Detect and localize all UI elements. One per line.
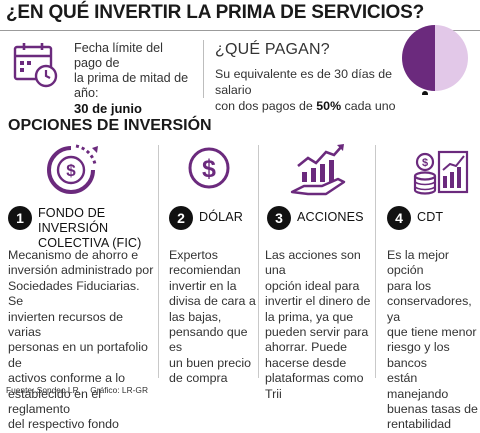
option-description: Expertos recomiendan invertir en la divi… <box>169 248 261 387</box>
footer-source: Fuente: Sondeo LR <box>6 385 79 395</box>
option-number: 2 <box>169 206 193 230</box>
svg-text:$: $ <box>202 155 216 183</box>
payment-percent: 50% <box>316 99 342 113</box>
payment-info: Su equivalente es de 30 días de salario … <box>215 66 425 114</box>
deadline-info: Fecha límite del pago de la prima de mit… <box>74 41 194 116</box>
description-line: invertir en la <box>169 278 237 293</box>
pie-pointer-dot <box>422 91 428 95</box>
description-line: riesgo y los bancos <box>387 340 450 370</box>
column-divider <box>375 145 376 378</box>
payment-line-2-post: cada uno <box>341 99 396 113</box>
svg-text:$: $ <box>422 157 428 169</box>
option-name: DÓLAR <box>199 210 259 225</box>
deadline-value: 30 de junio <box>74 101 142 116</box>
svg-text:$: $ <box>66 161 76 180</box>
description-line: que tiene menor <box>387 325 477 340</box>
option-description: Las acciones son una opción ideal para i… <box>265 248 377 402</box>
option-number: 3 <box>267 206 291 230</box>
pie-slice <box>435 25 468 91</box>
column-divider <box>158 145 159 378</box>
dollar-circle-icon: $ <box>188 147 230 189</box>
footer-graphic: Gráfico: LR-GR <box>90 385 148 395</box>
description-line: de compra <box>169 371 228 386</box>
header-divider <box>203 40 204 98</box>
payment-line-1: Su equivalente es de 30 días de salario <box>215 67 393 97</box>
description-line: Sociedades Fiduciarias. Se <box>8 278 140 309</box>
description-line: conservadores, ya <box>387 294 472 324</box>
option-number: 1 <box>8 206 32 230</box>
column-divider <box>258 145 259 378</box>
calendar-clock-icon <box>13 43 58 88</box>
description-line: Expertos <box>169 248 218 262</box>
description-line: para los <box>387 278 432 293</box>
description-line: Mecanismo de ahorro e <box>8 248 139 262</box>
hand-growth-chart-icon <box>290 144 346 196</box>
payment-pie-chart <box>402 25 468 95</box>
option-name: ACCIONES <box>297 210 373 225</box>
description-line: personas en un portafolio de <box>8 340 148 370</box>
option-name-line-1: CDT <box>417 210 444 224</box>
description-line: la prima, ya que <box>265 309 354 324</box>
option-card-cdt: $ 4 CDT Es la mejor opción para los cons… <box>375 142 480 431</box>
deadline-line-1: Fecha límite del pago de <box>74 41 163 70</box>
description-line: Las acciones son una <box>265 248 361 278</box>
description-line: ahorrar. Puede <box>265 340 347 355</box>
description-line: opción ideal para <box>265 278 360 293</box>
description-line: están manejando <box>387 371 449 401</box>
option-name: CDT <box>417 210 477 225</box>
page-title: ¿EN QUÉ INVERTIR LA PRIMA DE SERVICIOS? <box>6 2 424 23</box>
description-line: rentabilidad <box>387 417 452 432</box>
description-line: buenas tasas de <box>387 402 478 417</box>
option-name-line-1: FONDO DE INVERSIÓN <box>38 206 109 235</box>
description-line: invertir el dinero de <box>265 294 371 309</box>
option-name-line-2: COLECTIVA (FIC) <box>38 236 142 250</box>
option-card-fic: $ 1 FONDO DE INVERSIÓN COLECTIVA (FIC) M… <box>0 142 158 431</box>
description-line: pueden servir para <box>265 325 369 340</box>
description-line: hacerse desde <box>265 355 347 370</box>
description-line: Es la mejor opción <box>387 248 449 278</box>
description-line: pensando que es <box>169 325 248 355</box>
option-card-dolar: $ 2 DÓLAR Expertos recomiendan invertir … <box>158 142 259 385</box>
option-card-acciones: 3 ACCIONES Las acciones son una opción i… <box>258 142 375 401</box>
description-line: divisa de cara a <box>169 294 256 309</box>
description-line: activos conforme a lo <box>8 371 126 386</box>
payment-line-2-pre: con dos pagos de <box>215 99 317 113</box>
description-line: del respectivo fondo <box>8 417 119 432</box>
section-title: OPCIONES DE INVERSIÓN <box>8 117 212 134</box>
description-line: las bajas, <box>169 309 222 324</box>
description-line: inversión administrado por <box>8 263 154 278</box>
footer-credits: Fuente: Sondeo LR Gráfico: LR-GR <box>6 385 148 395</box>
option-name-line-1: DÓLAR <box>199 210 243 224</box>
option-name-line-1: ACCIONES <box>297 210 364 224</box>
description-line: recomiendan <box>169 263 241 278</box>
description-line: invierten recursos de varias <box>8 309 124 340</box>
deadline-line-2: la prima de mitad de año: <box>74 71 189 100</box>
payment-title: ¿QUÉ PAGAN? <box>215 41 330 58</box>
description-line: plataformas como Trii <box>265 371 364 401</box>
description-line: un buen precio <box>169 355 251 370</box>
payment-line-2: con dos pagos de 50% cada uno <box>215 98 425 114</box>
option-number: 4 <box>387 206 411 230</box>
coins-chart-icon: $ <box>413 150 469 195</box>
title-divider <box>0 30 480 31</box>
option-description: Es la mejor opción para los conservadore… <box>387 248 480 433</box>
option-name: FONDO DE INVERSIÓN COLECTIVA (FIC) <box>38 206 156 251</box>
coin-circle-chart-icon: $ <box>47 144 98 194</box>
pie-slice <box>402 25 435 91</box>
option-description: Mecanismo de ahorro e inversión administ… <box>8 248 158 433</box>
